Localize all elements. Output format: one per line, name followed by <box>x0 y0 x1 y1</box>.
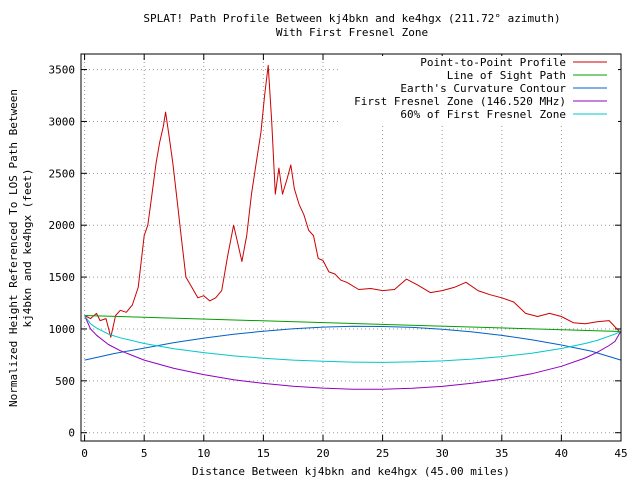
chart-title: SPLAT! Path Profile Between kj4bkn and k… <box>143 12 560 25</box>
y-axis-label-line2: kj4bkn and ke4hgx (feet) <box>21 169 34 328</box>
y-tick-label: 3000 <box>49 115 76 128</box>
legend-background <box>338 56 618 123</box>
x-tick-label: 35 <box>495 447 508 460</box>
x-tick-label: 20 <box>316 447 329 460</box>
chart-subtitle: With First Fresnel Zone <box>276 26 428 39</box>
y-tick-label: 3500 <box>49 64 76 77</box>
series-line-point-to-point-profile <box>84 64 622 338</box>
y-tick-label: 1000 <box>49 323 76 336</box>
y-tick-label: 0 <box>68 427 75 440</box>
legend-label: First Fresnel Zone (146.520 MHz) <box>354 95 566 108</box>
axis-ticks: 0 500 1000 1500 2000 2500 3000 3500 0 5 10 15 20 25 30… <box>49 54 628 460</box>
x-axis-label: Distance Between kj4bkn and ke4hgx (45.0… <box>192 465 510 478</box>
x-tick-label: 10 <box>197 447 210 460</box>
x-tick-label: 15 <box>257 447 270 460</box>
x-tick-label: 45 <box>614 447 627 460</box>
x-tick-label: 25 <box>376 447 389 460</box>
legend-label: Earth's Curvature Contour <box>400 82 566 95</box>
y-axis-label-line1: Normalized Height Referenced To LOS Path… <box>7 89 20 407</box>
series-line-earth-s-curvature-contour <box>84 325 622 361</box>
y-tick-label: 500 <box>55 375 75 388</box>
legend-label: Line of Sight Path <box>447 69 566 82</box>
series-line-line-of-sight-path <box>84 315 622 332</box>
series-line-60-of-first-fresnel-zone <box>84 315 622 363</box>
plot-frame <box>80 53 622 442</box>
data-series <box>84 64 622 390</box>
y-tick-label: 2000 <box>49 219 76 232</box>
x-tick-label: 40 <box>555 447 568 460</box>
series-line-first-fresnel-zone-146-520-mhz <box>84 315 622 390</box>
x-tick-label: 5 <box>141 447 148 460</box>
x-tick-label: 0 <box>81 447 88 460</box>
y-tick-label: 2500 <box>49 167 76 180</box>
x-tick-label: 30 <box>436 447 449 460</box>
legend-label: 60% of First Fresnel Zone <box>400 108 566 121</box>
legend-label: Point-to-Point Profile <box>420 56 566 69</box>
y-tick-label: 1500 <box>49 271 76 284</box>
